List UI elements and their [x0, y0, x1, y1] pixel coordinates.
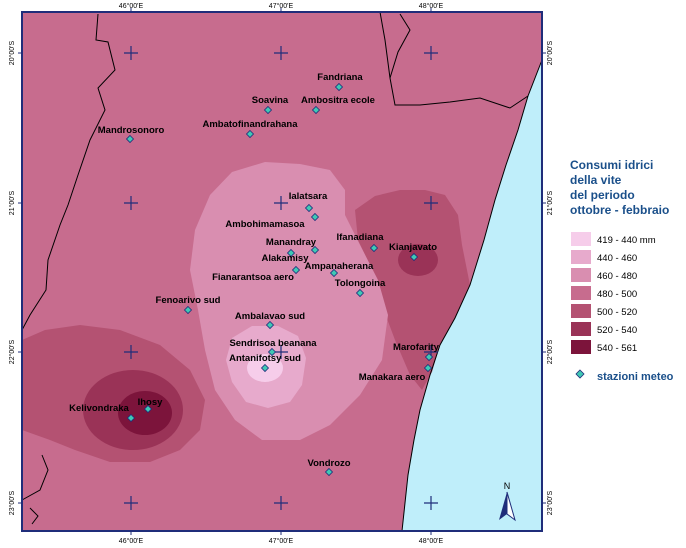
- station-label: Mandrosonoro: [98, 125, 165, 136]
- legend-swatch-6: [571, 322, 591, 336]
- station-label: Tolongoina: [335, 278, 386, 289]
- station-marker-icon: [310, 245, 320, 255]
- station-marker-icon: [409, 252, 419, 262]
- station-marker-icon: [267, 347, 277, 357]
- station-label: Alakamisy: [261, 253, 309, 264]
- map-frame: [21, 11, 543, 532]
- station-marker-icon: [125, 134, 135, 144]
- station-label: Ambositra ecole: [301, 95, 375, 106]
- station-marker-icon: [126, 413, 136, 423]
- station-label: Ambatofinandrahana: [202, 119, 298, 130]
- station-marker-icon: [329, 268, 339, 278]
- station-label: Ifanadiana: [337, 232, 385, 243]
- district-boundary-3: [389, 13, 411, 79]
- station-label: Ambohimamasoa: [225, 219, 305, 230]
- station-marker-icon: [263, 105, 273, 115]
- stations-layer: Fandriana Soavina Ambositra ecole Ambatofin…: [69, 72, 440, 477]
- legend-stations-label: stazioni meteo: [597, 371, 674, 383]
- legend-label-2: 440 - 460: [597, 253, 637, 264]
- station-marker-icon: [260, 363, 270, 373]
- district-boundary: [21, 13, 116, 331]
- station-label: Kelivondraka: [69, 403, 129, 414]
- station-marker-icon: [286, 248, 296, 258]
- legend-swatch-3: [571, 268, 591, 282]
- station-marker-icon: [334, 82, 344, 92]
- graticule: [124, 46, 438, 510]
- top-tick-48: 48°00'E: [419, 2, 444, 10]
- station-marker-icon: [265, 320, 275, 330]
- station-label: Antanifotsy sud: [229, 353, 301, 364]
- right-tick-23: 23°00'S: [546, 490, 554, 515]
- bottom-tick-47: 47°00'E: [269, 537, 294, 545]
- station-marker-icon: [183, 305, 193, 315]
- left-tick-23: 23°00'S: [8, 490, 16, 515]
- legend-title-line-2: della vite: [570, 173, 622, 187]
- legend-label-1: 419 - 440 mm: [597, 235, 656, 246]
- coastline: [401, 59, 543, 532]
- north-label: N: [504, 481, 511, 491]
- station-label: Ambalavao sud: [235, 311, 305, 322]
- left-tick-20: 20°00'S: [8, 40, 16, 65]
- station-marker-icon: [424, 352, 434, 362]
- legend-swatch-5: [571, 304, 591, 318]
- station-label: Fenoarivo sud: [156, 295, 221, 306]
- top-tick-46: 46°00'E: [119, 2, 144, 10]
- station-marker-icon: [311, 105, 321, 115]
- legend-title-line-3: del periodo: [570, 188, 635, 202]
- legend-swatch-4: [571, 286, 591, 300]
- sea-area: [402, 60, 542, 531]
- map-area: N Fandriana Soavina Ambositra ecole Ambatof…: [21, 11, 543, 532]
- legend-swatch-2: [571, 250, 591, 264]
- station-marker-icon: [245, 129, 255, 139]
- legend-label-6: 520 - 540: [597, 325, 637, 336]
- north-arrow-icon: N: [499, 481, 516, 522]
- zone-500-520-east: [355, 190, 470, 390]
- right-tick-22: 22°00'S: [546, 339, 554, 364]
- station-label: Ihosy: [138, 397, 164, 408]
- legend-title-line-1: Consumi idrici: [570, 158, 653, 172]
- station-label: Soavina: [252, 95, 289, 106]
- station-label: Ampanaherana: [305, 261, 374, 272]
- station-label: Manakara aero: [359, 372, 426, 383]
- left-tick-22: 22°00'S: [8, 339, 16, 364]
- legend: Consumi idrici della vite del periodo ot…: [570, 158, 674, 383]
- station-marker-icon: [143, 404, 153, 414]
- district-boundary-2: [379, 11, 529, 109]
- bottom-tick-48: 48°00'E: [419, 537, 444, 545]
- station-marker-icon: [304, 203, 314, 213]
- station-label: Ialatsara: [289, 191, 328, 202]
- frame-ticks: [18, 8, 546, 535]
- right-tick-20: 20°00'S: [546, 40, 554, 65]
- legend-label-5: 500 - 520: [597, 307, 637, 318]
- station-label: Fandriana: [317, 72, 363, 83]
- station-marker-icon: [423, 363, 433, 373]
- bottom-tick-46: 46°00'E: [119, 537, 144, 545]
- district-boundary-4: [21, 454, 49, 501]
- station-marker-icon: [310, 212, 320, 222]
- legend-station-icon: [575, 369, 585, 379]
- station-label: Marofarity: [393, 342, 440, 353]
- legend-label-3: 460 - 480: [597, 271, 637, 282]
- legend-label-4: 480 - 500: [597, 289, 637, 300]
- left-tick-21: 21°00'S: [8, 190, 16, 215]
- station-label: Vondrozo: [307, 458, 350, 469]
- right-tick-21: 21°00'S: [546, 190, 554, 215]
- station-marker-icon: [369, 243, 379, 253]
- station-marker-icon: [355, 288, 365, 298]
- top-tick-47: 47°00'E: [269, 2, 294, 10]
- station-label: Manandray: [266, 237, 317, 248]
- legend-swatch-7: [571, 340, 591, 354]
- zone-520-540-east: [398, 244, 438, 276]
- legend-title-line-4: ottobre - febbraio: [570, 203, 669, 217]
- legend-swatch-1: [571, 232, 591, 246]
- station-marker-icon: [324, 467, 334, 477]
- station-label: Fianarantsoa aero: [212, 272, 294, 283]
- station-marker-icon: [291, 265, 301, 275]
- station-label: Sendrisoa beanana: [229, 338, 317, 349]
- legend-label-7: 540 - 561: [597, 343, 637, 354]
- zone-540-561-west: [118, 391, 172, 435]
- station-label: Kianjavato: [389, 242, 437, 253]
- district-boundary-5: [29, 507, 39, 525]
